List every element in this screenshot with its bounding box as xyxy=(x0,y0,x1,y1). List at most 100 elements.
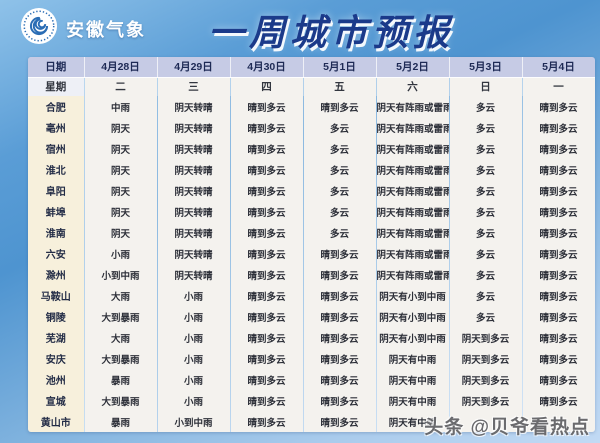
forecast-cell: 阴天有阵雨或雷雨 xyxy=(376,264,450,285)
forecast-cell: 阴天到多云 xyxy=(449,348,523,369)
city-forecast-row: 芜湖 大雨 小雨 晴到多云 晴到多云 阴天有小到中雨 阴天到多云 晴到多云 xyxy=(28,327,595,348)
forecast-cell: 多云 xyxy=(449,96,523,117)
weekday-cell: 六 xyxy=(376,77,450,96)
forecast-cell: 多云 xyxy=(449,117,523,138)
forecast-cell: 多云 xyxy=(449,306,523,327)
forecast-cell: 晴到多云 xyxy=(522,138,595,159)
city-forecast-row: 池州 暴雨 小雨 晴到多云 晴到多云 阴天有中雨 阴天到多云 晴到多云 xyxy=(28,369,595,390)
city-forecast-row: 铜陵 大到暴雨 小雨 晴到多云 晴到多云 阴天有小到中雨 多云 晴到多云 xyxy=(28,306,595,327)
forecast-cell xyxy=(449,411,523,432)
weekday-cell: 四 xyxy=(230,77,304,96)
forecast-cell: 晴到多云 xyxy=(230,390,304,411)
forecast-cell: 阴天有小到中雨 xyxy=(376,285,450,306)
forecast-cell: 阴天到多云 xyxy=(449,390,523,411)
page-header: 安徽气象 一周城市预报 xyxy=(0,0,600,56)
forecast-cell: 小雨 xyxy=(157,327,231,348)
forecast-cell: 阴天到多云 xyxy=(449,369,523,390)
city-forecast-row: 宿州 阴天 阴天转晴 晴到多云 多云 阴天有阵雨或雷雨 多云 晴到多云 xyxy=(28,138,595,159)
forecast-cell: 大到暴雨 xyxy=(84,390,158,411)
forecast-cell: 大雨 xyxy=(84,327,158,348)
forecast-cell: 阴天 xyxy=(84,159,158,180)
spiral-typhoon-icon xyxy=(20,7,58,45)
forecast-table: 日期 4月28日 4月29日 4月30日 5月1日 5月2日 5月3日 5月4日 星期 二三… xyxy=(28,57,595,432)
weekday-cell: 日 xyxy=(449,77,523,96)
forecast-cell: 阴天有阵雨或雷雨 xyxy=(376,201,450,222)
city-forecast-row: 滁州 小到中雨 阴天转晴 晴到多云 晴到多云 阴天有阵雨或雷雨 多云 晴到多云 xyxy=(28,264,595,285)
forecast-cell: 多云 xyxy=(449,138,523,159)
forecast-cell: 阴天 xyxy=(84,117,158,138)
forecast-cell: 晴到多云 xyxy=(522,117,595,138)
forecast-cell: 阴天转晴 xyxy=(157,222,231,243)
forecast-cell: 阴天有中雨 xyxy=(376,390,450,411)
forecast-cell: 晴到多云 xyxy=(303,285,377,306)
forecast-cell: 阴天有中雨 xyxy=(376,411,450,432)
forecast-cell: 大到暴雨 xyxy=(84,348,158,369)
city-name-cell: 六安 xyxy=(28,243,85,264)
forecast-cell: 阴天 xyxy=(84,138,158,159)
forecast-cell: 阴天转晴 xyxy=(157,96,231,117)
forecast-cell: 大雨 xyxy=(84,285,158,306)
forecast-cell: 中雨 xyxy=(84,96,158,117)
forecast-cell: 小到中雨 xyxy=(84,264,158,285)
forecast-cell: 阴天有阵雨或雷雨 xyxy=(376,243,450,264)
forecast-cell: 小到中雨 xyxy=(157,411,231,432)
forecast-cell: 多云 xyxy=(449,201,523,222)
city-name-cell: 合肥 xyxy=(28,96,85,117)
agency-name: 安徽气象 xyxy=(66,20,146,40)
forecast-cell xyxy=(522,411,595,432)
forecast-cell: 小雨 xyxy=(157,306,231,327)
city-name-cell: 阜阳 xyxy=(28,180,85,201)
forecast-cell: 晴到多云 xyxy=(230,348,304,369)
forecast-cell: 阴天有阵雨或雷雨 xyxy=(376,138,450,159)
city-forecast-row: 宣城 大到暴雨 小雨 晴到多云 晴到多云 阴天有中雨 阴天到多云 晴到多云 xyxy=(28,390,595,411)
forecast-cell: 小雨 xyxy=(157,348,231,369)
forecast-cell: 阴天转晴 xyxy=(157,138,231,159)
week-row-label: 星期 xyxy=(28,77,85,96)
forecast-cell: 小雨 xyxy=(157,390,231,411)
forecast-cell: 晴到多云 xyxy=(522,222,595,243)
forecast-cell: 小雨 xyxy=(84,243,158,264)
forecast-cell: 阴天有中雨 xyxy=(376,369,450,390)
forecast-cell: 晴到多云 xyxy=(230,264,304,285)
forecast-cell: 晴到多云 xyxy=(522,306,595,327)
forecast-cell: 多云 xyxy=(449,243,523,264)
forecast-cell: 多云 xyxy=(449,180,523,201)
city-forecast-row: 黄山市 暴雨 小到中雨 晴到多云 晴到多云 阴天有中雨 xyxy=(28,411,595,432)
city-forecast-row: 合肥 中雨 阴天转晴 晴到多云 晴到多云 阴天有阵雨或雷雨 多云 晴到多云 xyxy=(28,96,595,117)
forecast-cell: 晴到多云 xyxy=(522,264,595,285)
forecast-cell: 晴到多云 xyxy=(303,243,377,264)
weekday-header-row: 星期 二三四五六日一 xyxy=(28,77,595,96)
city-name-cell: 黄山市 xyxy=(28,411,85,432)
date-cell: 5月4日 xyxy=(522,57,595,78)
forecast-cell: 晴到多云 xyxy=(522,369,595,390)
forecast-cell: 晴到多云 xyxy=(522,201,595,222)
forecast-cell: 多云 xyxy=(449,222,523,243)
city-name-cell: 宿州 xyxy=(28,138,85,159)
forecast-table-container: 日期 4月28日 4月29日 4月30日 5月1日 5月2日 5月3日 5月4日 星期 二三… xyxy=(28,57,595,432)
forecast-cell: 阴天有小到中雨 xyxy=(376,306,450,327)
forecast-cell: 阴天转晴 xyxy=(157,243,231,264)
city-name-cell: 淮南 xyxy=(28,222,85,243)
forecast-cell: 晴到多云 xyxy=(522,348,595,369)
forecast-cell: 阴天有阵雨或雷雨 xyxy=(376,222,450,243)
forecast-cell: 晴到多云 xyxy=(230,369,304,390)
forecast-cell: 阴天有中雨 xyxy=(376,348,450,369)
date-cell: 5月3日 xyxy=(449,57,523,78)
forecast-cell: 晴到多云 xyxy=(230,117,304,138)
forecast-cell: 阴天转晴 xyxy=(157,264,231,285)
date-header-row: 日期 4月28日 4月29日 4月30日 5月1日 5月2日 5月3日 5月4日 xyxy=(28,57,595,78)
forecast-cell: 阴天 xyxy=(84,222,158,243)
date-cell: 5月1日 xyxy=(303,57,377,78)
forecast-cell: 阴天转晴 xyxy=(157,180,231,201)
forecast-cell: 小雨 xyxy=(157,369,231,390)
forecast-cell: 阴天到多云 xyxy=(449,327,523,348)
forecast-cell: 晴到多云 xyxy=(230,243,304,264)
forecast-cell: 阴天有阵雨或雷雨 xyxy=(376,159,450,180)
forecast-cell: 阴天转晴 xyxy=(157,159,231,180)
city-name-cell: 马鞍山 xyxy=(28,285,85,306)
city-forecast-row: 蚌埠 阴天 阴天转晴 晴到多云 多云 阴天有阵雨或雷雨 多云 晴到多云 xyxy=(28,201,595,222)
date-cell: 4月29日 xyxy=(157,57,231,78)
forecast-cell: 多云 xyxy=(449,285,523,306)
forecast-cell: 晴到多云 xyxy=(522,285,595,306)
